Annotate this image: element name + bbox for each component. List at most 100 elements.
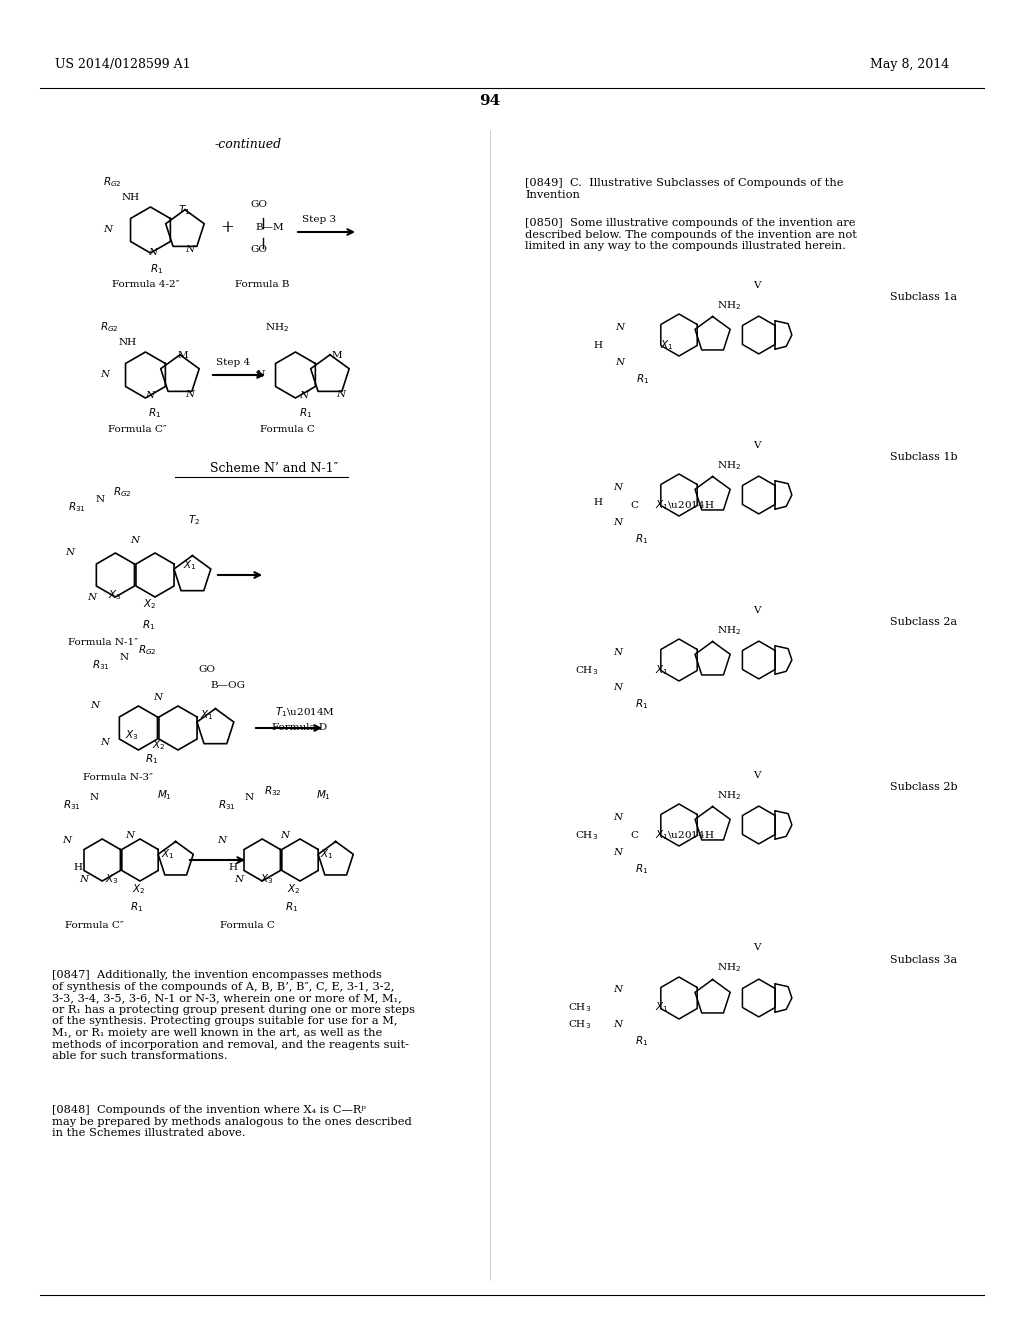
Text: $R_1$: $R_1$ bbox=[130, 900, 143, 913]
Text: [0847]  Additionally, the invention encompasses methods
of synthesis of the comp: [0847] Additionally, the invention encom… bbox=[52, 970, 415, 1061]
Text: $X_1$: $X_1$ bbox=[319, 847, 334, 861]
Text: V: V bbox=[753, 606, 761, 615]
Text: N: N bbox=[96, 495, 105, 504]
Text: $X_2$: $X_2$ bbox=[287, 882, 300, 896]
Text: Step 3: Step 3 bbox=[302, 215, 336, 224]
Text: $R_1$: $R_1$ bbox=[635, 697, 648, 710]
Text: CH$_3$: CH$_3$ bbox=[568, 1018, 591, 1031]
Text: $R_{31}$: $R_{31}$ bbox=[68, 500, 86, 513]
Text: C: C bbox=[630, 832, 638, 840]
Text: $R_1$: $R_1$ bbox=[150, 261, 163, 276]
Text: $X_1$: $X_1$ bbox=[660, 338, 674, 352]
Text: Formula 4-2″: Formula 4-2″ bbox=[112, 280, 179, 289]
Text: N: N bbox=[613, 985, 623, 994]
Text: Scheme N’ and N-1″: Scheme N’ and N-1″ bbox=[210, 462, 338, 475]
Text: N: N bbox=[299, 391, 308, 400]
Text: $R_{32}$: $R_{32}$ bbox=[264, 784, 282, 797]
Text: $X_1$: $X_1$ bbox=[183, 558, 197, 572]
Text: B—OG: B—OG bbox=[210, 681, 245, 690]
Text: N: N bbox=[185, 246, 195, 253]
Text: C: C bbox=[630, 502, 638, 510]
Text: $M_1$: $M_1$ bbox=[316, 788, 331, 801]
Text: US 2014/0128599 A1: US 2014/0128599 A1 bbox=[55, 58, 190, 71]
Text: [0848]  Compounds of the invention where X₄ is C—Rᵖ
may be prepared by methods a: [0848] Compounds of the invention where … bbox=[52, 1105, 412, 1138]
Text: $R_1$: $R_1$ bbox=[148, 407, 161, 420]
Text: $R_1$: $R_1$ bbox=[635, 862, 648, 875]
Text: $T_2$: $T_2$ bbox=[188, 513, 200, 527]
Text: N: N bbox=[90, 793, 99, 803]
Text: GO: GO bbox=[250, 246, 267, 253]
Text: Subclass 2a: Subclass 2a bbox=[890, 616, 957, 627]
Text: $M_1$: $M_1$ bbox=[157, 788, 172, 801]
Text: +: + bbox=[220, 219, 233, 236]
Text: N: N bbox=[613, 483, 623, 492]
Text: V: V bbox=[753, 942, 761, 952]
Text: N: N bbox=[100, 738, 110, 747]
Text: N: N bbox=[145, 391, 155, 400]
Text: NH$_2$: NH$_2$ bbox=[717, 961, 741, 974]
Text: N: N bbox=[613, 1020, 623, 1030]
Text: Formula N-1″: Formula N-1″ bbox=[68, 638, 138, 647]
Text: NH$_2$: NH$_2$ bbox=[717, 624, 741, 636]
Text: GO: GO bbox=[250, 201, 267, 209]
Text: GO: GO bbox=[198, 665, 215, 675]
Text: Subclass 2b: Subclass 2b bbox=[890, 781, 957, 792]
Text: $R_{G2}$: $R_{G2}$ bbox=[113, 484, 132, 499]
Text: $X_1$: $X_1$ bbox=[655, 1001, 669, 1014]
Text: N: N bbox=[87, 593, 96, 602]
Text: Subclass 3a: Subclass 3a bbox=[890, 954, 957, 965]
Text: $R_1$: $R_1$ bbox=[299, 407, 312, 420]
Text: $X_1$\u2014H: $X_1$\u2014H bbox=[655, 498, 715, 512]
Text: Formula N-3″: Formula N-3″ bbox=[83, 774, 153, 781]
Text: $X_2$: $X_2$ bbox=[132, 882, 145, 896]
Text: N: N bbox=[615, 358, 624, 367]
Text: CH$_3$: CH$_3$ bbox=[568, 1001, 591, 1014]
Text: Formula C: Formula C bbox=[260, 425, 314, 434]
Text: Subclass 1a: Subclass 1a bbox=[890, 292, 957, 302]
Text: -continued: -continued bbox=[215, 139, 283, 150]
Text: $R_{31}$: $R_{31}$ bbox=[218, 799, 236, 812]
Text: N: N bbox=[245, 793, 254, 803]
Text: N: N bbox=[148, 248, 157, 257]
Text: N: N bbox=[79, 875, 88, 884]
Text: N: N bbox=[130, 536, 139, 545]
Text: H: H bbox=[593, 341, 602, 350]
Text: [0850]  Some illustrative compounds of the invention are
described below. The co: [0850] Some illustrative compounds of th… bbox=[525, 218, 857, 251]
Text: V: V bbox=[753, 441, 761, 450]
Text: $R_1$: $R_1$ bbox=[635, 1034, 648, 1048]
Text: $X_3$: $X_3$ bbox=[125, 729, 138, 742]
Text: N: N bbox=[103, 224, 112, 234]
Text: N: N bbox=[62, 836, 71, 845]
Text: $X_2$: $X_2$ bbox=[152, 738, 166, 752]
Text: $X_1$: $X_1$ bbox=[655, 663, 669, 677]
Text: N: N bbox=[100, 370, 110, 379]
Text: N: N bbox=[280, 832, 289, 840]
Text: NH: NH bbox=[122, 193, 140, 202]
Text: H: H bbox=[593, 498, 602, 507]
Text: Formula C″: Formula C″ bbox=[108, 425, 167, 434]
Text: Formula B: Formula B bbox=[234, 280, 290, 289]
Text: H: H bbox=[73, 863, 82, 873]
Text: Formula D: Formula D bbox=[272, 723, 327, 733]
Text: $R_1$: $R_1$ bbox=[635, 532, 648, 545]
Text: N: N bbox=[613, 648, 623, 657]
Text: $R_1$: $R_1$ bbox=[285, 900, 298, 913]
Text: NH$_2$: NH$_2$ bbox=[717, 300, 741, 312]
Text: NH$_2$: NH$_2$ bbox=[717, 789, 741, 801]
Text: N: N bbox=[185, 389, 195, 399]
Text: V: V bbox=[753, 771, 761, 780]
Text: B—M: B—M bbox=[255, 223, 284, 232]
Text: M: M bbox=[178, 351, 188, 360]
Text: V: V bbox=[753, 281, 761, 290]
Text: $R_1$: $R_1$ bbox=[636, 372, 649, 385]
Text: $T_1$\u2014M: $T_1$\u2014M bbox=[275, 705, 335, 719]
Text: N: N bbox=[120, 653, 129, 663]
Text: $R_{31}$: $R_{31}$ bbox=[63, 799, 81, 812]
Text: $R_{31}$: $R_{31}$ bbox=[92, 657, 110, 672]
Text: $X_3$: $X_3$ bbox=[260, 873, 273, 886]
Text: N: N bbox=[255, 370, 264, 379]
Text: N: N bbox=[613, 847, 623, 857]
Text: [0849]  C.  Illustrative Subclasses of Compounds of the
Invention: [0849] C. Illustrative Subclasses of Com… bbox=[525, 178, 844, 199]
Text: $X_2$: $X_2$ bbox=[143, 597, 157, 611]
Text: $X_1$: $X_1$ bbox=[161, 847, 174, 861]
